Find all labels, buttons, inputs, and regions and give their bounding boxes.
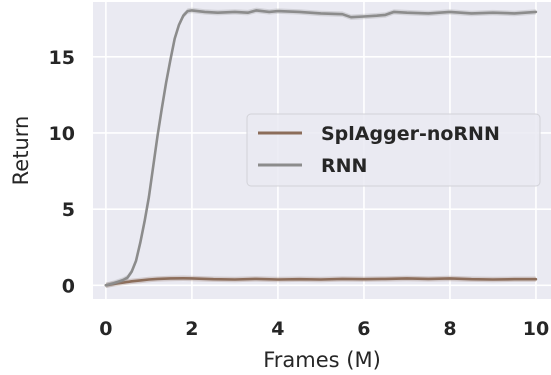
x-axis-label: Frames (M) [263, 348, 381, 372]
y-tick-label: 5 [62, 199, 75, 221]
y-tick-labels: 0 5 10 15 [49, 47, 75, 297]
y-axis-label: Return [9, 116, 33, 186]
x-tick-label: 4 [271, 318, 284, 340]
x-tick-label: 6 [357, 318, 370, 340]
series-layer [104, 7, 538, 288]
x-tick-labels: 0 2 4 6 8 10 [99, 318, 549, 340]
x-tick-label: 10 [523, 318, 549, 340]
x-tick-label: 0 [99, 318, 112, 340]
legend: SplAgger-noRNN RNN [246, 113, 541, 187]
legend-box [246, 113, 541, 187]
legend-label-splagger-nornn: SplAgger-noRNN [321, 123, 500, 145]
series-line-rnn [104, 9, 538, 287]
y-tick-label: 15 [49, 47, 75, 69]
y-tick-label: 10 [49, 123, 75, 145]
series-line-splagger-nornn [104, 276, 538, 287]
x-tick-label: 2 [185, 318, 198, 340]
legend-label-rnn: RNN [321, 155, 367, 177]
x-tick-label: 8 [443, 318, 456, 340]
y-tick-label: 0 [62, 275, 75, 297]
